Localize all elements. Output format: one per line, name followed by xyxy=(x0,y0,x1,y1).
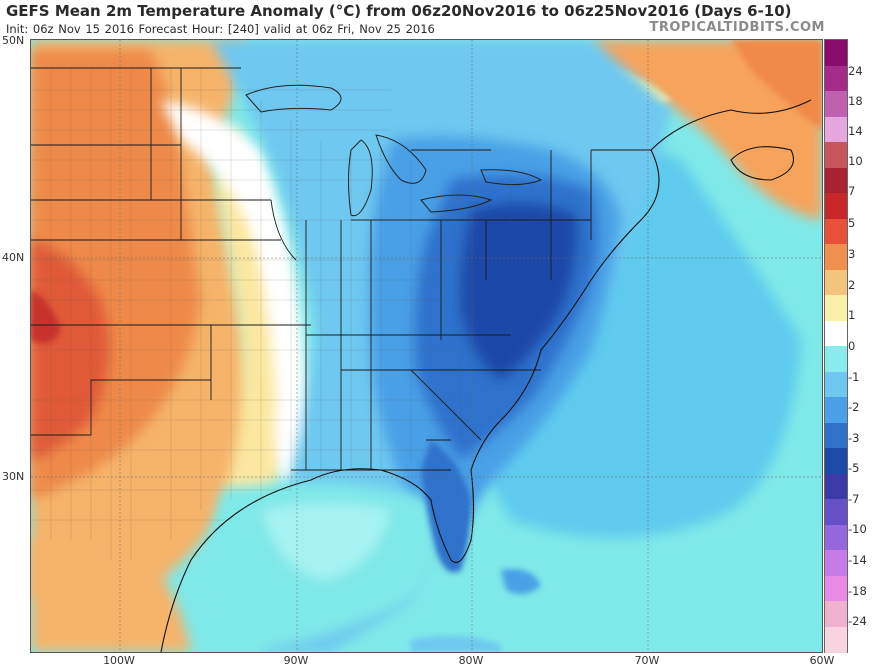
colorbar-tick: 5 xyxy=(848,216,856,230)
colorbar-segment xyxy=(825,142,847,168)
colorbar-tick: -18 xyxy=(848,584,867,598)
colorbar-segment xyxy=(825,550,847,576)
coastline xyxy=(160,99,812,652)
colorbar-tick: -10 xyxy=(848,522,867,536)
colorbar-segment xyxy=(825,397,847,423)
florida-cold xyxy=(421,440,471,573)
colorbar-tick: 2 xyxy=(848,278,856,292)
colorbar-segment xyxy=(825,524,847,551)
colorbar-segment xyxy=(825,320,847,347)
warm-southwest-peak xyxy=(31,240,109,460)
colorbar-segment xyxy=(825,91,847,117)
colorbar-segment xyxy=(825,448,847,474)
latitude-label-30n: 30N xyxy=(2,470,25,483)
mexico-warm xyxy=(31,537,191,652)
colorbar-tick: -1 xyxy=(848,370,860,384)
colorbar-segment xyxy=(825,244,847,270)
colorbar-segment xyxy=(825,218,847,245)
state-borders xyxy=(31,67,651,471)
colorbar-segment xyxy=(825,167,847,194)
colorbar-tick: -5 xyxy=(848,461,860,475)
latitude-label-50n: 50N xyxy=(2,34,25,47)
longitude-label-60w: 60W xyxy=(809,654,835,667)
colorbar-tick: 3 xyxy=(848,247,856,261)
map-subtitle: Init: 06z Nov 15 2016 Forecast Hour: [24… xyxy=(6,22,435,36)
colorbar-tick: 0 xyxy=(848,339,856,353)
cuba-cool xyxy=(411,636,501,652)
longitude-label-80w: 80W xyxy=(458,654,484,667)
colorbar-tick: -24 xyxy=(848,614,867,628)
neutral-band-white xyxy=(161,100,311,490)
brand-watermark: TROPICALTIDBITS.COM xyxy=(649,20,825,35)
colorbar-segment xyxy=(825,626,847,653)
cold-east-peak xyxy=(460,203,577,380)
colorbar-tick: 7 xyxy=(848,184,856,198)
colorbar-tick: -2 xyxy=(848,400,860,414)
colorbar-tick: 18 xyxy=(848,94,863,108)
colorbar-tick: 10 xyxy=(848,154,863,168)
gulf-pale-band xyxy=(261,502,391,580)
colorbar-segment xyxy=(825,371,847,398)
colorbar-segment xyxy=(825,601,847,627)
colorbar-segment xyxy=(825,422,847,449)
colorbar-tick: -14 xyxy=(848,553,867,567)
colorbar-segment xyxy=(825,40,847,66)
map-title: GEFS Mean 2m Temperature Anomaly (°C) fr… xyxy=(6,2,792,20)
colorbar-tick: 14 xyxy=(848,124,863,138)
warm-hotspot xyxy=(31,290,61,344)
colorbar-segment xyxy=(825,116,847,143)
map-canvas xyxy=(31,40,822,652)
longitude-label-90w: 90W xyxy=(283,654,309,667)
colorbar-segment xyxy=(825,499,847,525)
colorbar-tick: 24 xyxy=(848,64,863,78)
colorbar-tick: 1 xyxy=(848,308,856,322)
colorbar-segment xyxy=(825,65,847,92)
colorbar-tick: -3 xyxy=(848,431,860,445)
longitude-label-70w: 70W xyxy=(634,654,660,667)
colorbar-segment xyxy=(825,269,847,296)
colorbar-segment xyxy=(825,473,847,500)
colorbar-tick: -7 xyxy=(848,492,860,506)
county-grid xyxy=(31,68,532,560)
longitude-label-100w: 100W xyxy=(103,654,135,667)
graticule xyxy=(31,40,822,652)
anomaly-map xyxy=(30,39,823,653)
warm-northeast-core xyxy=(731,40,822,130)
colorbar-segment xyxy=(825,575,847,602)
colorbar-segment xyxy=(825,346,847,372)
colorbar-segment xyxy=(825,295,847,321)
latitude-label-40n: 40N xyxy=(2,251,25,264)
colorbar xyxy=(824,39,848,653)
colorbar-segment xyxy=(825,193,847,219)
great-lakes-outline xyxy=(245,84,543,217)
bahamas-cool xyxy=(501,569,541,594)
